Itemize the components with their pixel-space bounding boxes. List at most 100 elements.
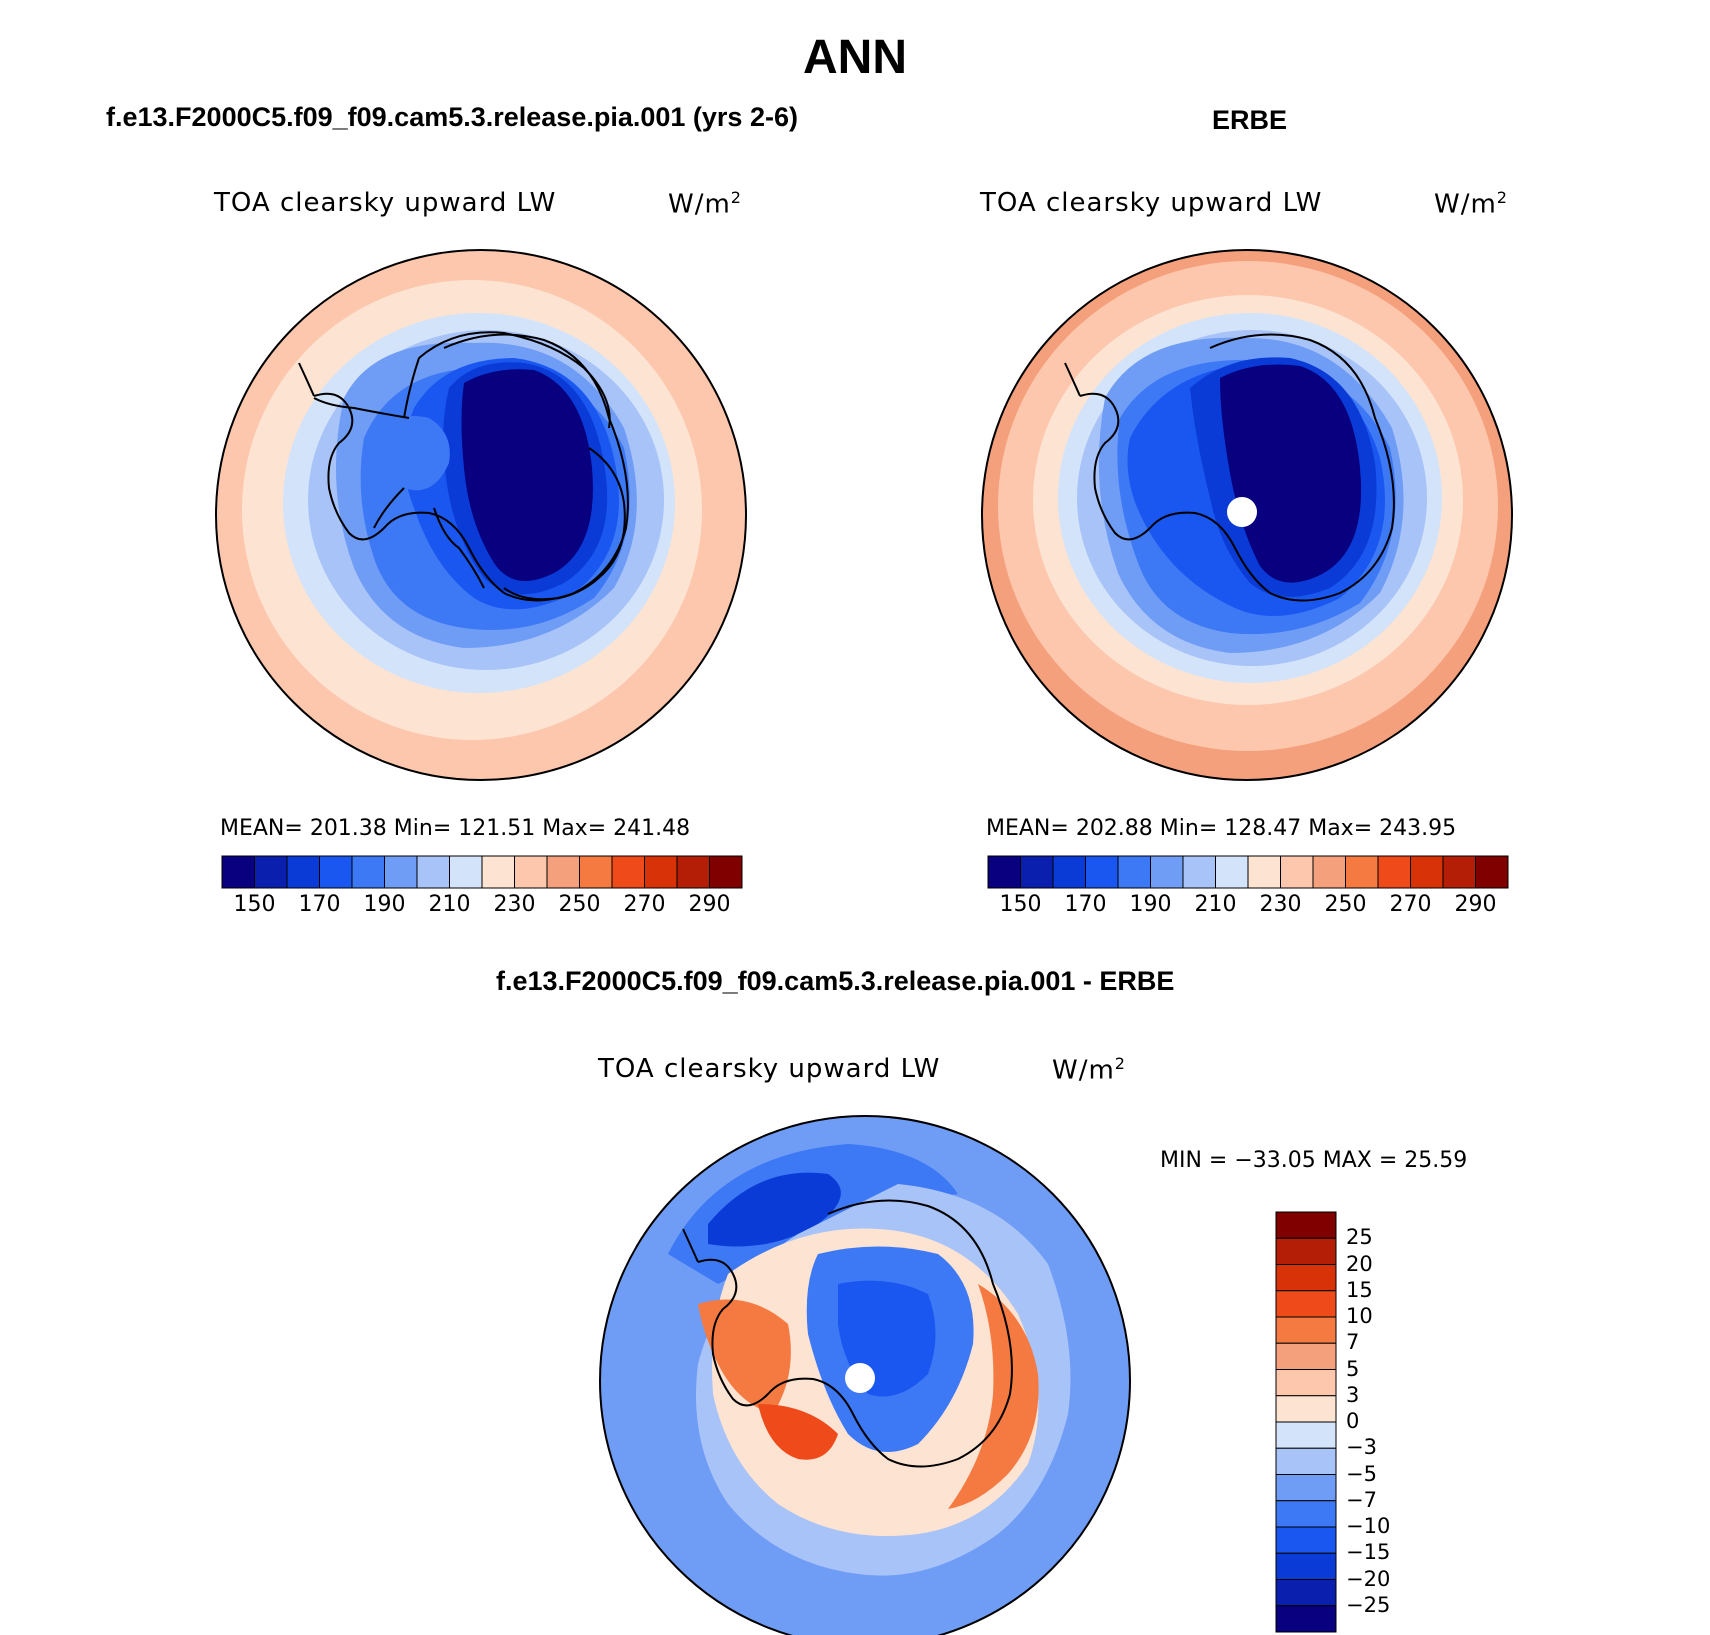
colorbar-swatch: [221, 855, 255, 889]
colorbar-tick-label: 190: [363, 892, 406, 917]
colorbar-tick-label: 10: [1346, 1304, 1373, 1328]
colorbar-tick-label: 25: [1346, 1225, 1373, 1250]
panel-left-variable: TOA clearsky upward LW: [214, 188, 557, 218]
colorbar-tick-label: 290: [1454, 892, 1497, 917]
map-diff: [599, 1115, 1131, 1635]
colorbar-swatch: [1182, 855, 1216, 889]
colorbar-tick-label: 15: [1346, 1277, 1373, 1302]
colorbar-tick-label: 20: [1346, 1251, 1373, 1276]
colorbar-swatch: [416, 855, 450, 889]
colorbar-tick-label: 270: [623, 892, 666, 917]
colorbar-swatch: [1085, 855, 1119, 889]
colorbar-tick-label: 5: [1346, 1356, 1360, 1381]
panel-right-title: ERBE: [1212, 105, 1288, 135]
colorbar-swatch: [481, 855, 515, 889]
colorbar-right: [987, 855, 1509, 889]
colorbar-swatch: [1280, 855, 1314, 889]
colorbar-tick-label: −20: [1346, 1566, 1391, 1591]
colorbar-tick-label: −10: [1346, 1514, 1391, 1538]
colorbar-swatch: [1150, 855, 1184, 889]
colorbar-swatch: [286, 855, 320, 889]
colorbar-tick-label: 150: [233, 892, 276, 917]
panel-diff-variable: TOA clearsky upward LW: [598, 1054, 941, 1084]
panel-left-units: W/m2: [668, 188, 742, 220]
colorbar-tick-label: 7: [1346, 1330, 1360, 1355]
colorbar-right-ticks: 150 170 190 210 230 250 270 290: [988, 890, 1508, 920]
colorbar-tick-label: 0: [1346, 1409, 1360, 1433]
colorbar-diff-ticks: 25 20 15 10 7 5 3 0 −3 −5 −7 −10 −15 −20 −25: [1346, 1212, 1436, 1632]
colorbar-swatch: [1275, 1264, 1337, 1292]
panel-diff-title: f.e13.F2000C5.f09_f09.cam5.3.release.pia…: [496, 966, 1175, 996]
colorbar-tick-label: 3: [1346, 1382, 1360, 1407]
colorbar-swatch: [1275, 1421, 1337, 1449]
colorbar-swatch: [709, 855, 743, 889]
colorbar-swatch: [1275, 1395, 1337, 1423]
map-left: [215, 249, 747, 781]
colorbar-swatch: [254, 855, 288, 889]
colorbar-swatch: [1275, 1500, 1337, 1528]
colorbar-swatch: [1312, 855, 1346, 889]
colorbar-swatch: [1215, 855, 1249, 889]
colorbar-swatch: [1275, 1316, 1337, 1344]
panel-diff-stats: MIN = −33.05 MAX = 25.59: [1160, 1148, 1468, 1173]
colorbar-swatch: [384, 855, 418, 889]
colorbar-swatch: [579, 855, 613, 889]
colorbar-tick-label: 190: [1129, 892, 1172, 917]
colorbar-tick-label: 210: [1194, 892, 1237, 917]
colorbar-tick-label: −5: [1346, 1461, 1377, 1486]
colorbar-swatch: [611, 855, 645, 889]
colorbar-swatch: [1275, 1447, 1337, 1475]
colorbar-swatch: [1475, 855, 1509, 889]
colorbar-swatch: [546, 855, 580, 889]
colorbar-tick-label: 250: [1324, 892, 1367, 917]
colorbar-tick-label: 210: [428, 892, 471, 917]
colorbar-swatch: [1275, 1552, 1337, 1580]
colorbar-tick-label: −3: [1346, 1435, 1377, 1460]
colorbar-swatch: [1275, 1237, 1337, 1265]
colorbar-swatch: [644, 855, 678, 889]
colorbar-swatch: [1410, 855, 1444, 889]
panel-left-stats: MEAN= 201.38 Min= 121.51 Max= 241.48: [220, 816, 691, 841]
colorbar-swatch: [1117, 855, 1151, 889]
panel-diff-units: W/m2: [1052, 1054, 1126, 1086]
colorbar-swatch: [1442, 855, 1476, 889]
colorbar-swatch: [449, 855, 483, 889]
panel-right-units: W/m2: [1434, 188, 1508, 220]
colorbar-tick-label: 250: [558, 892, 601, 917]
colorbar-swatch: [1275, 1211, 1337, 1239]
panel-right-variable: TOA clearsky upward LW: [980, 188, 1323, 218]
colorbar-swatch: [1275, 1342, 1337, 1370]
colorbar-swatch: [1377, 855, 1411, 889]
colorbar-left-ticks: 150 170 190 210 230 250 270 290: [222, 890, 742, 920]
colorbar-swatch: [987, 855, 1021, 889]
map-right: [981, 249, 1513, 781]
colorbar-tick-label: 230: [1259, 892, 1302, 917]
colorbar-swatch: [1020, 855, 1054, 889]
colorbar-swatch: [1275, 1290, 1337, 1318]
colorbar-swatch: [676, 855, 710, 889]
colorbar-tick-label: −15: [1346, 1540, 1391, 1565]
colorbar-tick-label: 270: [1389, 892, 1432, 917]
colorbar-swatch: [351, 855, 385, 889]
figure-title: ANN: [803, 31, 907, 84]
colorbar-left: [221, 855, 743, 889]
colorbar-swatch: [1275, 1474, 1337, 1502]
colorbar-tick-label: 230: [493, 892, 536, 917]
colorbar-tick-label: 150: [999, 892, 1042, 917]
colorbar-tick-label: 290: [688, 892, 731, 917]
colorbar-swatch: [1275, 1579, 1337, 1607]
colorbar-diff: [1275, 1211, 1337, 1633]
colorbar-tick-label: 170: [1064, 892, 1107, 917]
colorbar-swatch: [1275, 1605, 1337, 1633]
colorbar-swatch: [319, 855, 353, 889]
colorbar-tick-label: −25: [1346, 1592, 1391, 1617]
colorbar-tick-label: −7: [1346, 1487, 1377, 1512]
colorbar-swatch: [514, 855, 548, 889]
colorbar-swatch: [1345, 855, 1379, 889]
colorbar-swatch: [1275, 1526, 1337, 1554]
colorbar-swatch: [1052, 855, 1086, 889]
colorbar-tick-label: 170: [298, 892, 341, 917]
colorbar-swatch: [1275, 1369, 1337, 1397]
panel-right-stats: MEAN= 202.88 Min= 128.47 Max= 243.95: [986, 816, 1457, 841]
panel-left-title: f.e13.F2000C5.f09_f09.cam5.3.release.pia…: [106, 102, 798, 132]
